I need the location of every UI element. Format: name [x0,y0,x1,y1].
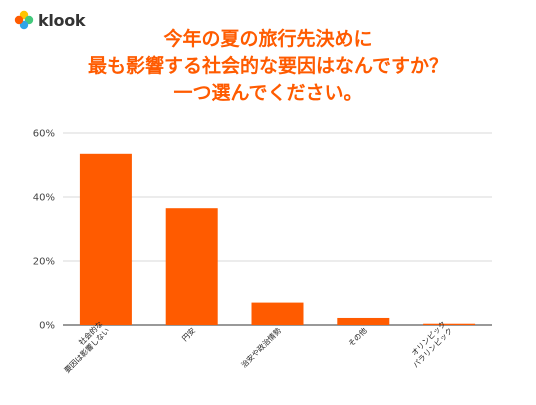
y-tick-label: 40% [33,193,55,204]
klook-logo: klook [14,10,86,30]
y-axis-ticks: 0% 20% 40% 60% [33,129,55,332]
bar [423,323,476,325]
x-category-text: その他 [346,325,369,348]
x-category-text: 治安や政治情勢 [239,325,284,370]
x-category-text: 円安 [179,325,197,343]
y-tick-label: 20% [33,257,55,268]
bar [79,153,132,325]
x-category-label: その他 [346,325,369,348]
x-category-label: 治安や政治情勢 [239,325,284,370]
y-tick-label: 60% [33,129,55,140]
chart-title: 今年の夏の旅行先決めに 最も影響する社会的な要因はなんですか？ 一つ選んでくださ… [0,26,536,107]
bar [337,317,390,325]
x-category-label: 円安 [179,325,197,343]
brand-name: klook [38,10,86,30]
klook-logo-icon [14,10,34,30]
y-tick-label: 0% [39,321,55,332]
chart-title-line-1: 今年の夏の旅行先決めに [163,28,373,50]
chart-title-line-2: 最も影響する社会的な要因はなんですか？ [87,55,449,77]
bar [165,208,218,325]
chart-title-line-3: 一つ選んでください。 [173,82,363,104]
chart-bars [79,153,476,325]
bar [251,302,304,325]
